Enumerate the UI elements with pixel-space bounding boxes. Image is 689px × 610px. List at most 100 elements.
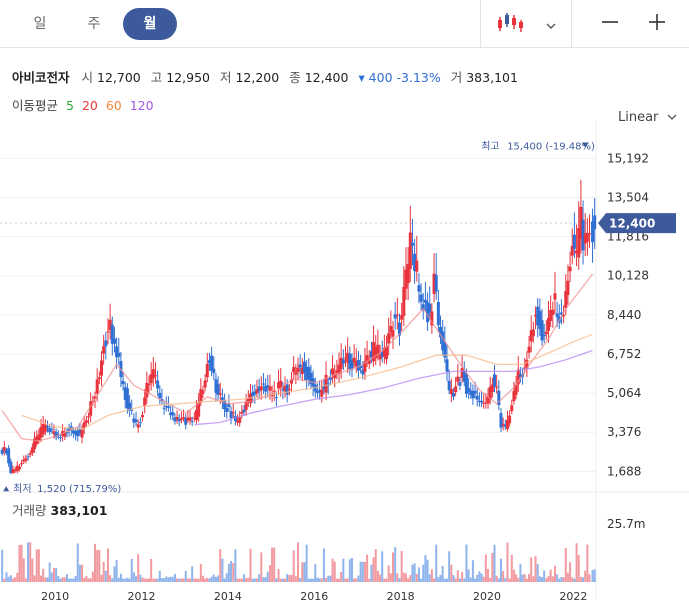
candle-body	[184, 417, 188, 425]
volume-bar	[106, 548, 109, 582]
candle-body	[201, 390, 205, 394]
candle-body	[259, 386, 263, 391]
low-label: 저	[219, 70, 232, 85]
volume-bar	[297, 542, 299, 582]
price-info-bar: 아비코전자 시 12,700 고 12,950 저 12,200 종 12,40…	[12, 67, 524, 86]
candle-body	[52, 431, 56, 435]
candle-body	[464, 374, 468, 394]
candle-body	[164, 405, 168, 407]
candle-body	[123, 387, 127, 401]
candle-body	[145, 382, 149, 398]
volume-bar	[433, 578, 436, 582]
volume-bar	[111, 578, 114, 582]
volume-bar	[98, 549, 101, 582]
volume-bar	[478, 571, 481, 582]
candle-body	[458, 382, 462, 386]
candle-body	[456, 376, 460, 382]
candle-body	[277, 382, 281, 389]
volume-bar	[238, 578, 241, 582]
volume-bar	[413, 563, 416, 582]
toolbar-divider	[480, 0, 481, 48]
volume-bar	[1, 549, 4, 582]
volume-bar	[253, 578, 256, 582]
volume-bar	[525, 578, 528, 582]
volume-bar	[469, 577, 472, 582]
candle-body	[305, 366, 309, 380]
candle-body	[518, 374, 522, 378]
volume-bar	[439, 574, 442, 582]
candle-body	[136, 424, 140, 428]
volume-bar	[584, 570, 587, 582]
volume-bar	[7, 576, 10, 582]
candle-body	[538, 310, 542, 329]
volume-bar	[366, 554, 369, 582]
volume-bar	[204, 578, 207, 582]
candle-body	[583, 233, 587, 244]
candle-body	[294, 372, 298, 375]
candle-body	[503, 424, 507, 427]
minus-icon	[601, 13, 619, 35]
candle-body	[242, 409, 246, 413]
volume-bar	[57, 575, 60, 582]
volume-bar	[591, 570, 594, 582]
tab-daily[interactable]: 일	[33, 16, 47, 32]
candle-body	[359, 365, 363, 369]
volume-bar	[44, 577, 47, 582]
tab-monthly[interactable]: 월	[123, 8, 177, 40]
volume-bar	[277, 568, 280, 582]
volume-bar	[325, 577, 328, 582]
volume-bar	[33, 575, 36, 582]
volume-bar	[404, 573, 407, 582]
zoom-in-button[interactable]	[637, 0, 677, 48]
candle-body	[39, 427, 43, 438]
volume-bar	[497, 578, 500, 582]
volume-bar	[275, 578, 278, 582]
candle-body	[337, 364, 341, 375]
zoom-out-button[interactable]	[590, 0, 630, 48]
candle-body	[344, 357, 348, 359]
candle-body	[106, 331, 110, 333]
volume-bar	[117, 577, 120, 582]
candle-body	[525, 359, 529, 369]
chart-type-button[interactable]	[481, 0, 571, 48]
volume-bar	[255, 578, 258, 582]
volume-bar	[230, 561, 233, 582]
candle-body	[30, 447, 34, 453]
x-tick-label: 2022	[559, 590, 587, 603]
candle-body	[488, 386, 492, 400]
volume-bar	[422, 564, 425, 582]
candle-body	[426, 302, 430, 323]
volume-bar	[37, 549, 40, 582]
candle-body	[387, 333, 391, 344]
volume-bar	[577, 555, 580, 582]
volume-bar	[158, 570, 161, 582]
low-marker	[3, 486, 10, 492]
chevron-down-icon	[546, 15, 556, 34]
volume-bar	[428, 574, 431, 582]
candle-body	[318, 390, 322, 392]
volume-bar	[489, 577, 492, 582]
candle-body	[382, 347, 386, 357]
volume-bar	[340, 571, 343, 582]
close-value: 12,400	[304, 70, 349, 85]
volume-bar	[292, 550, 295, 582]
tab-weekly[interactable]: 주	[87, 16, 101, 32]
candle-body	[240, 411, 244, 414]
volume-bar	[582, 577, 585, 582]
volume-bar	[573, 578, 576, 582]
candle-body	[542, 334, 546, 337]
candle-body	[22, 459, 26, 462]
volume-bar	[89, 578, 92, 582]
volume-bar	[541, 577, 544, 582]
candle-body	[408, 232, 412, 269]
candle-body	[63, 432, 67, 437]
y-tick-label: 3,376	[607, 425, 641, 439]
candle-body	[540, 320, 544, 341]
candle-body	[7, 448, 11, 464]
scale-selector[interactable]: Linear	[618, 110, 677, 125]
volume-bar	[40, 575, 43, 582]
candle-body	[484, 402, 488, 404]
candle-body	[287, 388, 291, 390]
volume-bar	[392, 552, 395, 582]
